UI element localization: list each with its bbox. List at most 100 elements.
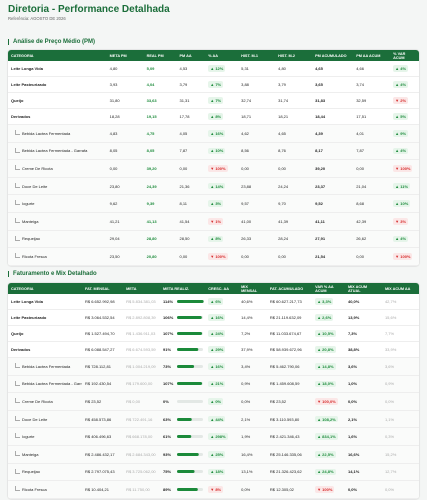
change-badge: ▲ 44% — [208, 415, 226, 423]
cell: 3,65 — [312, 76, 354, 93]
cell: 17,51 — [353, 108, 391, 125]
header-row: CATEGORIA FAT. MENSAL META META REALIZ. CRES… — [8, 283, 419, 294]
progress: 63% — [163, 417, 205, 422]
item-row: Ricota Fresca R$ 10.404,21 R$ 11.750,00 89%… — [8, 480, 419, 499]
cell: Queijo — [8, 325, 82, 342]
cell: 42,39 — [353, 212, 391, 231]
cell: 5,09 — [143, 61, 177, 77]
cell: 8,17 — [312, 142, 354, 161]
cell: 39,20 — [312, 159, 354, 178]
cell: ▲ 20,8% — [312, 341, 345, 358]
group-row: Leite Longa Vida R$ 6.652.992,98 R$ 5.834.… — [8, 294, 419, 310]
progress: 75% — [163, 469, 205, 474]
cell: ▼ 2% — [390, 92, 419, 109]
progress-label: 114% — [163, 299, 174, 304]
progress-fill — [177, 332, 203, 335]
progress-label: 63% — [163, 416, 172, 422]
change-badge: ▲ 16% — [208, 363, 226, 370]
cell: 26,33 — [238, 230, 276, 249]
change-badge: ▲ 21% — [208, 380, 226, 388]
progress-fill — [177, 300, 204, 303]
progress-label: 107% — [163, 331, 174, 336]
cell: ▼ 8% — [205, 480, 239, 499]
cell: 39,20 — [143, 159, 177, 178]
progress: 0% — [163, 399, 205, 404]
item-row: Doce De Leite R$ 458.573,86 R$ 722.491,16 6… — [8, 410, 419, 429]
progress-label: 106% — [163, 315, 174, 320]
change-badge: ▲ 2,6% — [315, 314, 334, 321]
cell: 1,1% — [381, 410, 419, 429]
progress-label: 61% — [163, 434, 172, 440]
cell: Doce De Leite — [8, 177, 107, 196]
cell: ▼ 100,0% — [312, 392, 345, 411]
cell: 0% — [160, 392, 206, 411]
cell: Requeijao — [8, 230, 107, 249]
cell: 9,52 — [312, 194, 354, 213]
item-row: Bebida Lactea Fermentada - Garrafa 8,05 8,… — [8, 142, 419, 161]
revenue-card: CATEGORIA FAT. MENSAL META META REALIZ. CRES… — [8, 283, 419, 499]
cell: 4,65 — [275, 124, 313, 143]
cell: 3,88 — [238, 76, 276, 93]
column-header: CRESC. AA — [205, 283, 239, 294]
cell: R$ 6.652.992,98 — [81, 294, 124, 310]
cell: 8,05 — [106, 142, 144, 161]
column-header: REAL PM — [143, 50, 177, 61]
cell: 33,9% — [381, 341, 419, 358]
cell: Iogurte — [8, 194, 107, 213]
cell: 3,79 — [176, 76, 206, 93]
group-row: Leite Pasteurizado 3,93 4,04 3,79 ▲ 7% 3,88 3,… — [8, 76, 419, 93]
progress-bar — [177, 316, 204, 319]
cell: ▲ 4% — [390, 230, 419, 249]
cell: R$ 1.436.911,03 — [123, 325, 161, 342]
cell: R$ 668.178,00 — [123, 427, 161, 446]
cell: ▲ 11% — [390, 177, 419, 196]
progress-fill — [177, 417, 192, 421]
cell: 13,9% — [344, 309, 382, 326]
cell: 4,01 — [353, 124, 391, 143]
cell: Ricota Fresca — [8, 480, 82, 499]
cell: Derivados — [8, 341, 82, 358]
progress: 61% — [163, 434, 205, 439]
cell: 0,00 — [353, 159, 391, 178]
change-badge: ▲ 7% — [208, 81, 224, 88]
table-body: Leite Longa Vida R$ 6.652.992,98 R$ 5.834.… — [8, 294, 419, 499]
cell: R$ 5.834.381,03 — [123, 294, 161, 310]
change-badge: ▲ 24% — [208, 330, 226, 337]
cell: R$ 21.119.632,09 — [266, 309, 313, 326]
cell: ▼ 100% — [390, 159, 419, 178]
cell: ▲ 9% — [390, 124, 419, 143]
change-badge: ▲ 9% — [393, 130, 409, 137]
change-badge: ▲ 8% — [208, 235, 224, 243]
column-header: HIST. M-1 — [238, 50, 276, 61]
item-row: Iogurte 9,62 9,39 8,11 ▲ 3% 9,57 9,70 9,52 8,68 ▲… — [8, 194, 419, 213]
cell: 33,63 — [143, 92, 177, 109]
cell: ▲ 7% — [205, 76, 239, 93]
cell: 0,0% — [238, 392, 267, 411]
progress-label: 75% — [163, 469, 172, 475]
cell: R$ 5.462.790,06 — [266, 357, 313, 376]
cell: 8,56 — [238, 142, 276, 161]
cell: 4,05 — [176, 124, 206, 143]
item-row: Requeijao 29,04 28,80 28,50 ▲ 8% 26,33 28,24 27… — [8, 230, 419, 249]
cell: ▲ 21% — [205, 375, 239, 394]
progress-bar — [177, 435, 204, 439]
cell: R$ 2.892.808,39 — [123, 309, 161, 326]
change-badge: ▼ 8% — [208, 486, 224, 493]
column-header: FAT. MENSAL — [81, 283, 124, 294]
cell: R$ 728.112,81 — [81, 357, 124, 376]
cell: 4,65 — [312, 61, 354, 77]
cell: 23,88 — [238, 177, 276, 196]
cell: R$ 192.430,54 — [81, 375, 124, 394]
progress-fill — [177, 487, 198, 491]
cell: 7,87 — [176, 142, 206, 161]
change-badge: ▲ 18% — [208, 468, 226, 476]
change-badge: ▲ 0% — [208, 398, 224, 405]
cell: 18,21 — [275, 108, 313, 125]
change-badge: ▼ 100% — [315, 486, 335, 493]
cell: ▲ 14,8% — [312, 357, 345, 376]
progress-bar — [177, 332, 204, 335]
cell: Manteiga — [8, 445, 82, 464]
cell: 41,39 — [275, 212, 313, 231]
cell: R$ 2.486.432,17 — [81, 445, 124, 464]
